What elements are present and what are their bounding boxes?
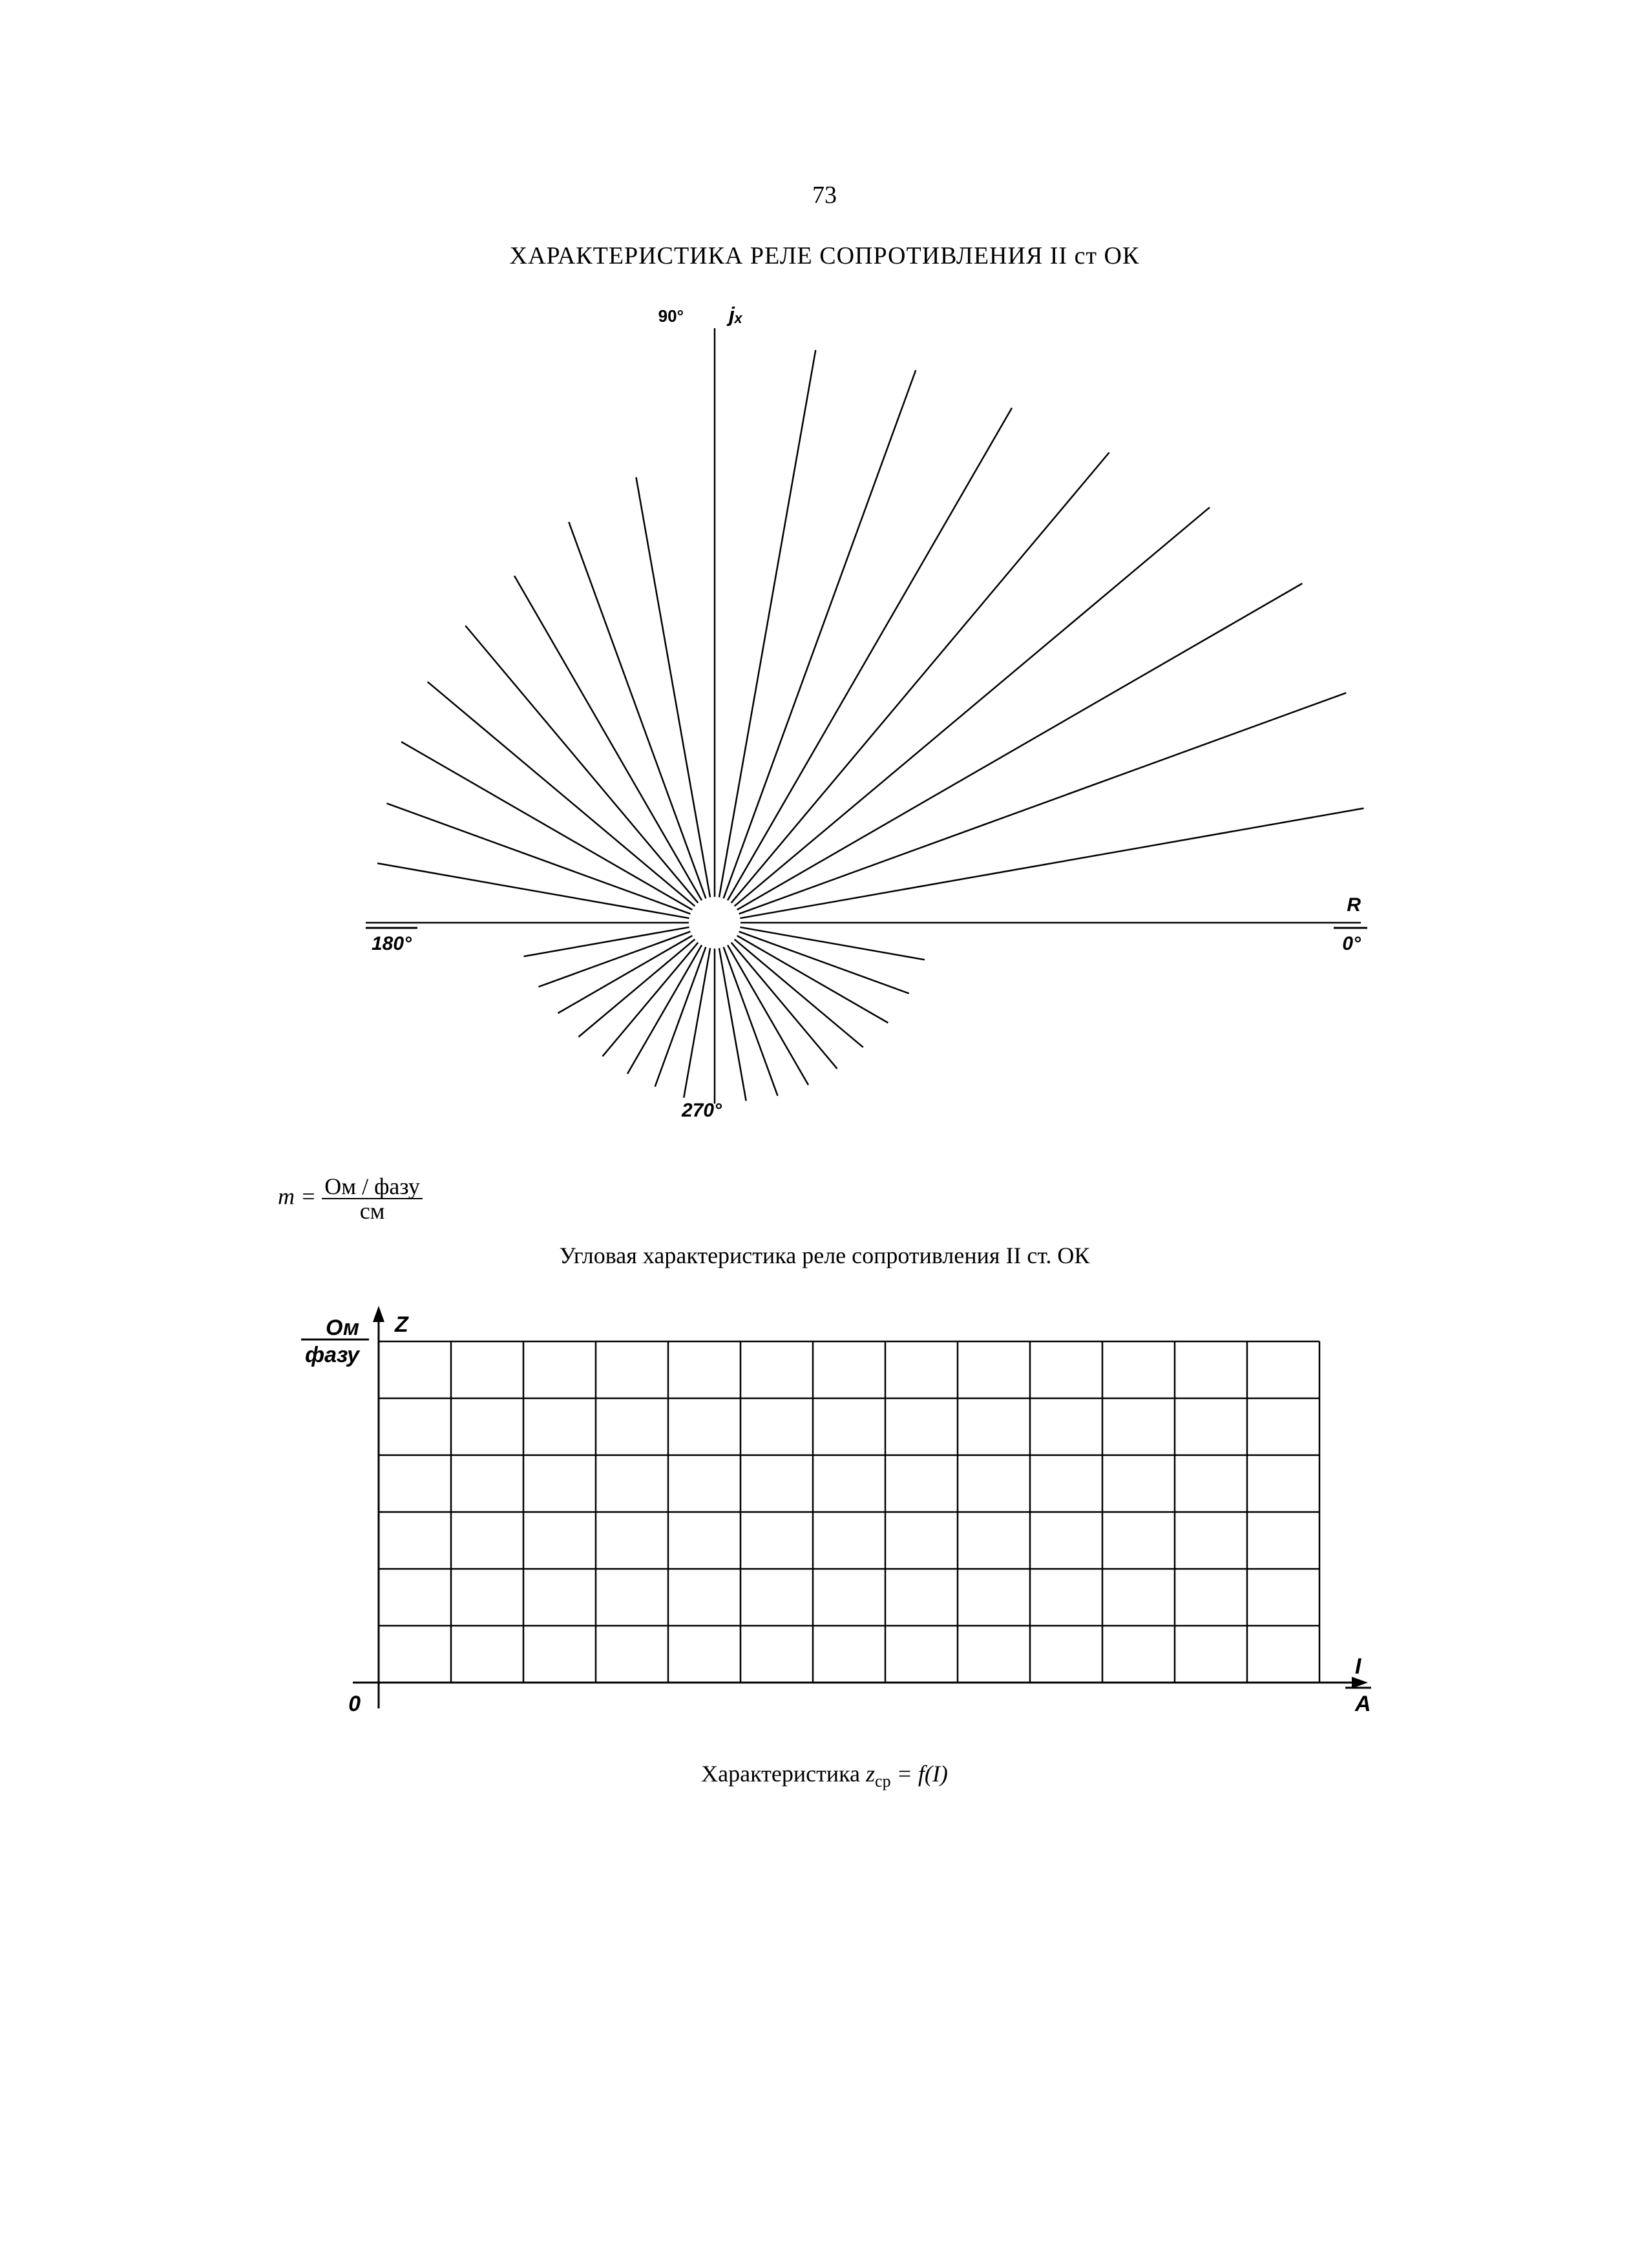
subtitle-characteristic: Характеристика zср = f(I) [239,1760,1410,1791]
svg-text:180°: 180° [372,933,412,954]
svg-text:jₓ: jₓ [726,303,743,326]
scale-formula: m = Ом / фазусм [278,1175,1410,1223]
svg-text:Ом: Ом [326,1316,359,1340]
grid-chart-container: Ом фазу Z 0 IА [239,1295,1410,1734]
formula-numerator: Ом / фазу [322,1175,423,1199]
svg-text:фазу: фазу [305,1343,361,1367]
svg-text:R: R [1347,894,1361,916]
subtitle2-suffix: = f(I) [891,1761,948,1787]
polar-chart-container: 90° jₓ R 0° 180° 270° [239,289,1410,1162]
subtitle2-prefix: Характеристика [701,1761,866,1787]
svg-text:А: А [1354,1692,1371,1716]
svg-text:0: 0 [348,1692,361,1716]
subtitle2-sub: ср [875,1772,891,1790]
svg-text:I: I [1355,1654,1362,1679]
subtitle-angular: Угловая характеристика реле сопротивлени… [239,1242,1410,1269]
grid-chart: Ом фазу Z 0 IА [275,1295,1374,1734]
svg-text:270°: 270° [681,1100,722,1121]
polar-chart: 90° jₓ R 0° 180° 270° [275,289,1374,1162]
page-number: 73 [239,181,1410,209]
subtitle2-var: z [866,1761,875,1787]
main-title: ХАРАКТЕРИСТИКА РЕЛЕ СОПРОТИВЛЕНИЯ II ст … [239,242,1410,270]
formula-denominator: см [322,1199,423,1223]
svg-text:90°: 90° [658,306,684,326]
svg-text:Z: Z [394,1312,409,1337]
svg-text:0°: 0° [1342,933,1361,954]
formula-fraction: Ом / фазусм [322,1175,423,1223]
formula-prefix: m = [278,1183,322,1209]
